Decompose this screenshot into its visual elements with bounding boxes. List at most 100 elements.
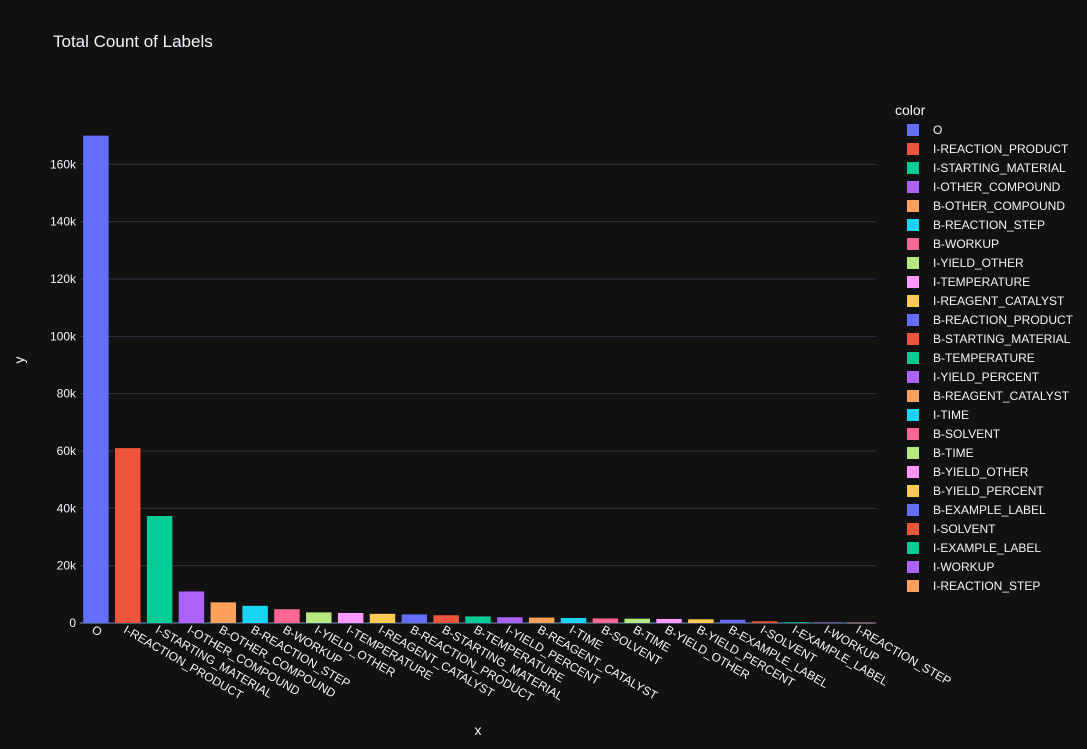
chart-title: Total Count of Labels — [53, 32, 213, 51]
bar[interactable] — [688, 619, 714, 623]
legend-label: I-OTHER_COMPOUND — [933, 180, 1061, 194]
bar[interactable] — [465, 616, 491, 623]
bar[interactable] — [847, 622, 873, 624]
bar[interactable] — [242, 605, 268, 623]
legend-swatch — [907, 181, 919, 193]
legend-swatch — [907, 504, 919, 516]
legend-label: I-STARTING_MATERIAL — [933, 161, 1066, 175]
legend-item[interactable]: I-TIME — [907, 408, 969, 422]
legend-item[interactable]: I-SOLVENT — [907, 522, 996, 536]
bar[interactable] — [815, 622, 841, 624]
legend-item[interactable]: I-STARTING_MATERIAL — [907, 161, 1066, 175]
legend-label: O — [933, 123, 942, 137]
legend-item[interactable]: I-OTHER_COMPOUND — [907, 180, 1061, 194]
legend-label: I-REACTION_PRODUCT — [933, 142, 1069, 156]
legend-swatch — [907, 371, 919, 383]
legend-swatch — [907, 466, 919, 478]
legend-swatch — [907, 238, 919, 250]
legend-label: B-TEMPERATURE — [933, 351, 1035, 365]
legend-item[interactable]: I-WORKUP — [907, 560, 994, 574]
legend-title: color — [895, 102, 926, 118]
legend-item[interactable]: I-YIELD_PERCENT — [907, 370, 1040, 384]
bar[interactable] — [146, 516, 173, 623]
legend-label: B-EXAMPLE_LABEL — [933, 503, 1046, 517]
legend-swatch — [907, 542, 919, 554]
legend-swatch — [907, 390, 919, 402]
legend-label: B-WORKUP — [933, 237, 999, 251]
legend-item[interactable]: B-WORKUP — [907, 237, 999, 251]
legend-swatch — [907, 219, 919, 231]
bar[interactable] — [306, 612, 332, 623]
bar[interactable] — [497, 617, 523, 623]
legend-label: I-EXAMPLE_LABEL — [933, 541, 1041, 555]
bar[interactable] — [83, 135, 109, 624]
legend-swatch — [907, 523, 919, 535]
legend-swatch — [907, 485, 919, 497]
legend-item[interactable]: I-EXAMPLE_LABEL — [907, 541, 1041, 555]
legend-label: I-REAGENT_CATALYST — [933, 294, 1065, 308]
legend-item[interactable]: B-TIME — [907, 446, 974, 460]
legend-swatch — [907, 124, 919, 136]
legend-item[interactable]: B-EXAMPLE_LABEL — [907, 503, 1046, 517]
legend-item[interactable]: B-STARTING_MATERIAL — [907, 332, 1071, 346]
legend-item[interactable]: I-REAGENT_CATALYST — [907, 294, 1065, 308]
y-axis-ticks: 0 20k 40k 60k 80k 100k 120k 140k 160k — [50, 157, 77, 630]
legend-label: B-OTHER_COMPOUND — [933, 199, 1065, 213]
y-tick-label: 140k — [50, 215, 77, 229]
legend-label: I-TEMPERATURE — [933, 275, 1030, 289]
legend-item[interactable]: B-SOLVENT — [907, 427, 1001, 441]
legend-swatch — [907, 561, 919, 573]
legend-item[interactable]: B-REAGENT_CATALYST — [907, 389, 1070, 403]
legend-swatch — [907, 447, 919, 459]
legend-item[interactable]: B-YIELD_PERCENT — [907, 484, 1044, 498]
legend-label: I-YIELD_OTHER — [933, 256, 1024, 270]
bar[interactable] — [560, 617, 587, 623]
bar[interactable] — [783, 622, 810, 623]
legend-item[interactable]: B-YIELD_OTHER — [907, 465, 1029, 479]
y-tick-label: 80k — [57, 387, 77, 401]
legend-swatch — [907, 314, 919, 326]
legend-item[interactable]: I-REACTION_STEP — [907, 579, 1040, 593]
legend-item[interactable]: I-TEMPERATURE — [907, 275, 1030, 289]
legend-swatch — [907, 580, 919, 592]
bar[interactable] — [115, 448, 141, 623]
bar[interactable] — [210, 602, 237, 623]
legend-label: I-REACTION_STEP — [933, 579, 1040, 593]
legend-item[interactable]: B-OTHER_COMPOUND — [907, 199, 1065, 213]
y-tick-label: 120k — [50, 272, 77, 286]
legend-item[interactable]: O — [907, 123, 942, 137]
legend-label: B-STARTING_MATERIAL — [933, 332, 1071, 346]
y-tick-label: 40k — [57, 501, 77, 515]
legend-swatch — [907, 333, 919, 345]
legend-swatch — [907, 143, 919, 155]
bar[interactable] — [178, 591, 205, 623]
legend-label: B-YIELD_PERCENT — [933, 484, 1044, 498]
legend-item[interactable]: B-REACTION_STEP — [907, 218, 1045, 232]
bar[interactable] — [528, 617, 555, 623]
legend-label: I-WORKUP — [933, 560, 994, 574]
bars — [83, 135, 873, 624]
x-axis-label: x — [475, 722, 482, 738]
legend-item[interactable]: I-YIELD_OTHER — [907, 256, 1024, 270]
y-tick-label: 20k — [57, 559, 77, 573]
bar[interactable] — [337, 612, 364, 623]
bar[interactable] — [624, 618, 650, 623]
legend-item[interactable]: B-REACTION_PRODUCT — [907, 313, 1074, 327]
legend-item[interactable]: I-REACTION_PRODUCT — [907, 142, 1069, 156]
bar[interactable] — [369, 613, 396, 623]
bar[interactable] — [592, 618, 619, 623]
bar[interactable] — [656, 618, 682, 623]
legend: O I-REACTION_PRODUCT I-STARTING_MATERIAL I-… — [907, 123, 1074, 593]
legend-label: B-TIME — [933, 446, 974, 460]
bar[interactable] — [433, 615, 459, 623]
bar[interactable] — [719, 619, 746, 623]
legend-swatch — [907, 352, 919, 364]
legend-label: I-SOLVENT — [933, 522, 996, 536]
legend-label: I-YIELD_PERCENT — [933, 370, 1040, 384]
bar[interactable] — [274, 609, 300, 623]
legend-item[interactable]: B-TEMPERATURE — [907, 351, 1035, 365]
bar[interactable] — [401, 614, 428, 623]
bar[interactable] — [751, 621, 778, 623]
y-tick-label: 100k — [50, 329, 77, 343]
